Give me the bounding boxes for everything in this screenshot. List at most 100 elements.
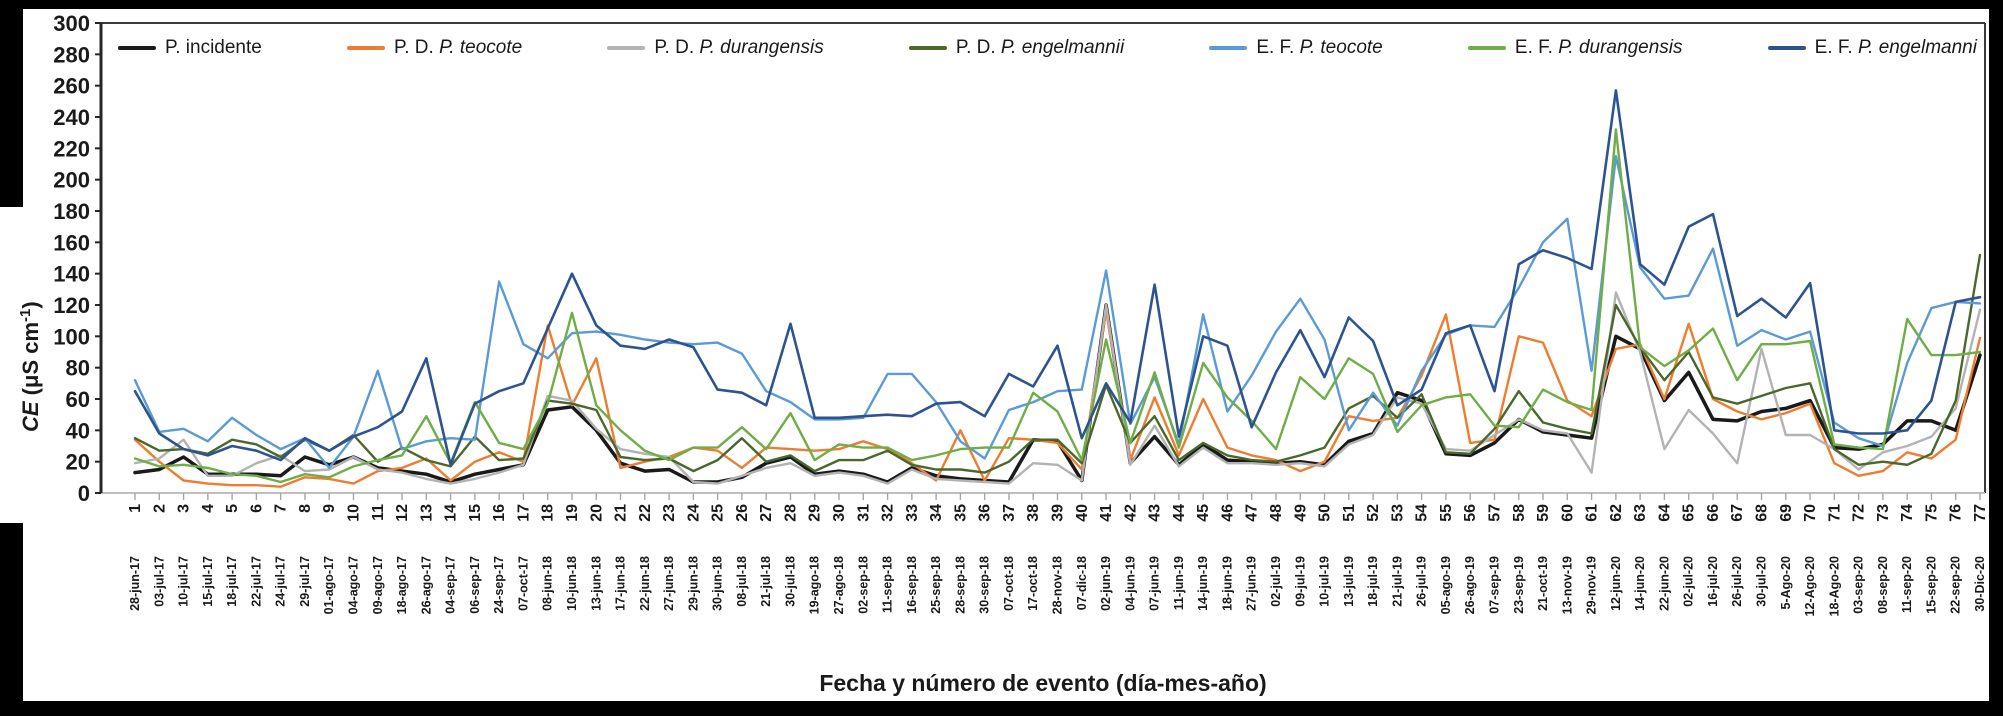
x-event-number: 40: [1074, 504, 1091, 522]
x-event-number: 29: [807, 504, 824, 522]
x-date-label: 07-oct-18: [1002, 556, 1016, 611]
y-axis-title-em: CE: [18, 400, 43, 432]
y-tick-label: 100: [53, 324, 90, 349]
x-event-number: 38: [1025, 504, 1042, 522]
x-date-label: 13-jul-19: [1342, 556, 1356, 607]
series-line-6: [133, 89, 1982, 467]
series-line-5: [133, 128, 1982, 484]
series-line-1: [133, 308, 1982, 488]
x-date-label: 01-ago-17: [322, 556, 336, 614]
x-event-number: 14: [443, 504, 460, 522]
x-event-number: 18: [540, 504, 557, 522]
x-event-number: 30: [831, 504, 848, 522]
x-event-number: 70: [1802, 504, 1819, 522]
x-event-number: 17: [515, 504, 532, 522]
x-date-label: 19-ago-18: [808, 556, 822, 614]
x-date-label: 18-ago-17: [395, 556, 409, 614]
x-event-number: 48: [1268, 504, 1285, 522]
x-date-label: 29-nov-19: [1585, 556, 1599, 614]
x-date-label: 21-oct-19: [1536, 556, 1550, 611]
y-tick-label: 240: [53, 105, 90, 130]
scan-border-left-top: [0, 0, 23, 207]
y-tick-label: 280: [53, 42, 90, 67]
x-event-number: 68: [1754, 504, 1771, 522]
x-event-number: 42: [1122, 504, 1139, 522]
x-event-number: 56: [1462, 504, 1479, 522]
x-date-label: 18-jul-19: [1366, 556, 1380, 607]
y-tick-label: 220: [53, 136, 90, 161]
legend-label-species: P. teocote: [1299, 37, 1383, 58]
series-line-3: [133, 253, 1982, 474]
x-date-label: 27-jun-19: [1245, 556, 1259, 611]
legend-label-species: P. durangensis: [1558, 37, 1683, 58]
y-axis-title: CE (μS cm-1): [17, 301, 43, 432]
x-date-label: 08-sep-20: [1876, 556, 1890, 614]
x-event-number: 22: [637, 504, 654, 522]
series-line-2: [133, 291, 1982, 485]
x-date-label: 06-sep-17: [468, 556, 482, 614]
legend-label-prefix: P. incidente: [165, 37, 262, 58]
x-event-number: 20: [588, 504, 605, 522]
x-event-number: 60: [1559, 504, 1576, 522]
x-date-label: 10-jul-17: [177, 556, 191, 607]
x-event-number: 12: [394, 504, 411, 522]
x-date-label: 21-jul-19: [1390, 556, 1404, 607]
x-event-number: 76: [1948, 504, 1965, 522]
x-date-label: 15-sep-20: [1924, 556, 1938, 614]
legend-label-species: P. engelmannii: [1000, 37, 1125, 58]
x-axis-title: Fecha y número de evento (día-mes-año): [819, 670, 1266, 696]
y-tick-label: 0: [78, 481, 90, 506]
x-date-label: 09-jul-19: [1293, 556, 1307, 607]
x-date-label: 30-jul-20: [1755, 556, 1769, 607]
y-tick-label: 260: [53, 74, 90, 99]
x-date-label: 30-Dic-20: [1973, 556, 1987, 612]
x-date-label: 11-sep-18: [881, 556, 895, 613]
x-event-number: 58: [1511, 504, 1528, 522]
x-date-label: 28-nov-18: [1051, 556, 1065, 614]
x-date-label: 16-sep-18: [905, 556, 919, 614]
x-event-number: 10: [345, 504, 362, 522]
x-date-label: 5-Ago-20: [1779, 556, 1793, 610]
x-date-label: 22-jul-17: [249, 556, 263, 607]
x-event-number: 47: [1244, 504, 1261, 522]
y-tick-label: 20: [66, 450, 90, 475]
x-event-number: 1: [127, 504, 144, 513]
x-event-number: 74: [1899, 504, 1916, 522]
legend-item-3: P. D. P. engelmannii: [908, 37, 1125, 59]
x-event-number: 6: [248, 504, 265, 513]
x-date-label: 22-jun-18: [638, 556, 652, 611]
x-date-label: 26-jul-20: [1730, 556, 1744, 607]
x-date-label: 12-jun-20: [1609, 556, 1623, 611]
x-date-label: 24-sep-17: [492, 556, 506, 614]
x-date-label: 28-jun-17: [128, 556, 142, 611]
x-date-label: 03-jul-17: [152, 556, 166, 607]
x-event-number: 3: [176, 504, 193, 513]
x-date-label: 26-ago-17: [419, 556, 433, 614]
x-date-label: 27-ago-18: [832, 556, 846, 614]
x-event-number: 73: [1875, 504, 1892, 522]
legend-label-prefix: P. D.: [955, 37, 1001, 58]
x-event-number: 45: [1195, 504, 1212, 522]
x-event-number: 36: [977, 504, 994, 522]
x-event-number: 65: [1681, 504, 1698, 522]
y-tick-label: 160: [53, 230, 90, 255]
x-date-label: 16-jul-20: [1706, 556, 1720, 607]
x-event-number: 67: [1729, 504, 1746, 522]
x-event-number: 51: [1341, 504, 1358, 522]
legend-item-4: E. F. P. teocote: [1209, 37, 1383, 59]
x-event-number: 53: [1389, 504, 1406, 522]
x-event-number: 77: [1972, 504, 1989, 522]
x-event-number: 64: [1656, 504, 1673, 522]
x-event-number: 55: [1438, 504, 1455, 522]
y-tick-label: 200: [53, 168, 90, 193]
chart-legend: P. incidente P. D. P. teocote P. D. P. dur…: [118, 27, 1977, 69]
scan-border-bottom: [0, 701, 2003, 716]
scan-border-left-bottom: [0, 523, 23, 716]
x-event-number: 8: [297, 504, 314, 513]
x-event-number: 62: [1608, 504, 1625, 522]
x-event-number: 23: [661, 504, 678, 522]
x-event-number: 27: [758, 504, 775, 522]
x-date-label: 04-sep-17: [444, 556, 458, 614]
x-event-number: 43: [1147, 504, 1164, 522]
